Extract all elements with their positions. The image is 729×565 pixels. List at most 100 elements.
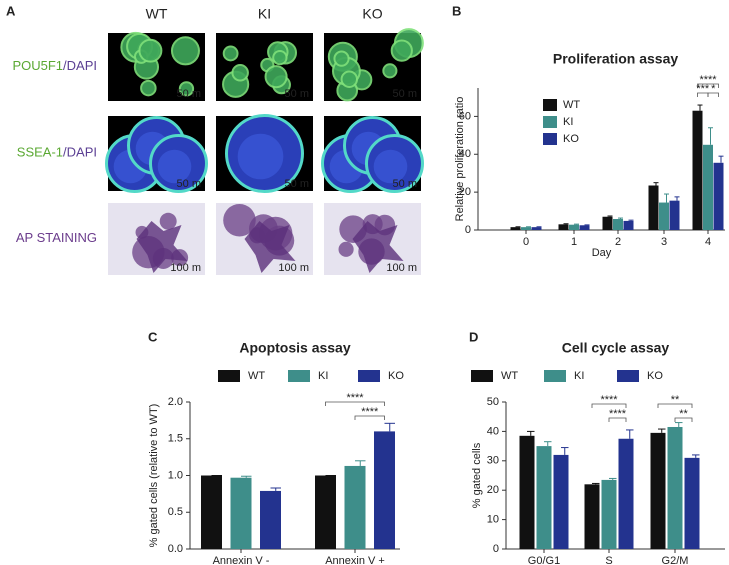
colony	[138, 38, 163, 63]
legend-label: KO	[388, 370, 404, 382]
column-label: WT	[146, 6, 168, 22]
colony	[222, 45, 239, 62]
panel-label: D	[469, 329, 478, 344]
colony	[159, 212, 177, 230]
x-tick-label: Annexin V +	[325, 555, 385, 565]
chart-title: Cell cycle assay	[562, 340, 670, 356]
chart-title: Proliferation assay	[553, 51, 678, 67]
colony	[338, 241, 354, 257]
micrograph: 50 m	[108, 31, 205, 101]
legend-label: KO	[647, 370, 663, 382]
significance-label: **	[679, 408, 688, 420]
colony	[340, 70, 359, 88]
chart-title: Apoptosis assay	[239, 340, 350, 356]
legend-swatch	[471, 370, 493, 382]
colony	[272, 49, 288, 66]
y-tick-label: 0	[465, 224, 471, 236]
x-tick-label: G0/G1	[528, 555, 560, 565]
bar	[692, 110, 703, 230]
bar	[521, 227, 531, 230]
y-tick-label: 50	[487, 396, 499, 408]
colony	[333, 50, 350, 67]
row-label-part: /DAPI	[63, 58, 97, 73]
significance-bracket	[707, 92, 719, 97]
significance-label: ****	[609, 408, 627, 420]
bar	[601, 479, 617, 549]
y-tick-label: 2.0	[168, 396, 183, 408]
significance-bracket	[608, 417, 627, 422]
bar	[553, 454, 569, 549]
y-tick-label: 20	[459, 186, 471, 198]
column-label: KO	[362, 6, 382, 22]
bar	[648, 185, 659, 230]
micrograph: 50 m	[321, 116, 424, 193]
micrograph: 100 m	[324, 203, 421, 275]
scale-label: 100 m	[170, 262, 201, 274]
significance-bracket	[697, 83, 719, 88]
y-axis-label: Relative proliferation ratio	[454, 97, 466, 222]
micrograph: 50 m	[216, 33, 313, 101]
bar	[374, 431, 395, 549]
bar	[536, 446, 552, 549]
bar	[510, 227, 521, 230]
legend-swatch	[218, 370, 240, 382]
bar	[667, 426, 683, 549]
x-tick-label: 4	[705, 236, 711, 248]
y-tick-label: 20	[487, 484, 499, 496]
y-tick-label: 10	[487, 514, 499, 526]
significance-label: ****	[346, 392, 364, 404]
bar	[569, 224, 579, 230]
bar	[713, 162, 724, 230]
y-tick-label: 0.0	[168, 543, 183, 555]
colony-stain	[136, 221, 188, 273]
bar	[659, 202, 669, 230]
legend-label: WT	[563, 99, 580, 111]
legend-label: KI	[563, 116, 573, 128]
y-tick-label: 1.0	[168, 469, 183, 481]
legend-swatch	[543, 116, 557, 128]
micrograph: 100 m	[108, 203, 205, 275]
significance-label: **	[671, 394, 680, 406]
scale-label: 50 m	[177, 178, 201, 190]
bar	[684, 457, 700, 549]
bar	[230, 477, 252, 549]
y-tick-label: 1.5	[168, 433, 183, 445]
row-label: AP STAINING	[16, 230, 97, 245]
colony-stain	[244, 221, 296, 273]
significance-bracket	[674, 417, 693, 422]
x-tick-label: 3	[661, 236, 667, 248]
bar	[315, 475, 336, 549]
legend-swatch	[544, 370, 566, 382]
legend-swatch	[543, 99, 557, 111]
bar	[344, 465, 366, 549]
y-tick-label: 0	[493, 543, 499, 555]
bar	[650, 432, 666, 549]
panel-label: B	[452, 3, 461, 18]
row-label-part: SSEA-1	[17, 145, 63, 160]
bar	[584, 484, 600, 549]
bar	[618, 438, 634, 549]
row-label: SSEA-1/DAPI	[17, 145, 97, 160]
colony	[382, 63, 398, 79]
colony-inner	[237, 133, 284, 180]
legend-swatch	[543, 133, 557, 145]
row-label-part: POU5F1	[12, 58, 63, 73]
colony-stain	[352, 221, 404, 273]
colony	[264, 65, 288, 89]
y-axis-label: % gated cells	[471, 442, 483, 508]
colony	[170, 36, 200, 66]
x-tick-label: G2/M	[662, 555, 689, 565]
scale-label: 50 m	[393, 178, 417, 190]
x-tick-label: S	[605, 555, 612, 565]
x-tick-label: Annexin V -	[213, 555, 270, 565]
x-axis-label: Day	[592, 247, 612, 259]
x-tick-label: 0	[523, 236, 529, 248]
scale-label: 50 m	[393, 88, 417, 100]
legend-swatch	[358, 370, 380, 382]
colony-inner	[373, 149, 408, 184]
significance-bracket	[325, 401, 385, 406]
panel-label: C	[148, 329, 158, 344]
legend-label: KI	[318, 370, 328, 382]
